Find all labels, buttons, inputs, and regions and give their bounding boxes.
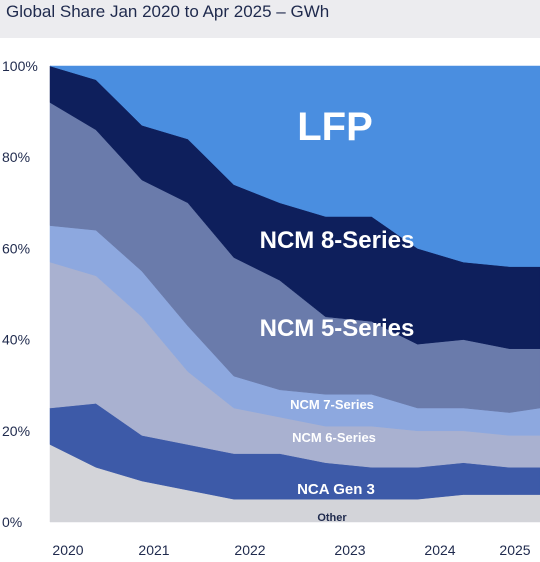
series-label-ncm-6-series: NCM 6-Series <box>292 430 376 445</box>
series-label-other: Other <box>317 512 347 524</box>
series-label-lfp: LFP <box>297 105 373 149</box>
series-label-ncm-8-series: NCM 8-Series <box>260 227 415 254</box>
y-tick-label: 100% <box>2 58 38 74</box>
y-tick-label: 0% <box>2 514 22 530</box>
x-tick-label: 2024 <box>424 542 455 558</box>
x-tick-label: 2020 <box>52 542 83 558</box>
chart-title: Global Share Jan 2020 to Apr 2025 – GWh <box>6 2 330 21</box>
y-tick-label: 20% <box>2 423 30 439</box>
y-tick-label: 60% <box>2 240 30 256</box>
y-tick-label: 80% <box>2 149 30 165</box>
area-lfp <box>49 65 540 267</box>
series-label-ncm-5-series: NCM 5-Series <box>260 315 415 342</box>
x-tick-label: 2021 <box>138 542 169 558</box>
x-tick-label: 2022 <box>234 542 265 558</box>
series-label-nca-gen-3: NCA Gen 3 <box>297 481 375 498</box>
x-tick-label: 2025 <box>499 542 530 558</box>
series-label-ncm-7-series: NCM 7-Series <box>290 397 374 412</box>
y-tick-label: 40% <box>2 332 30 348</box>
x-tick-label: 2023 <box>334 542 365 558</box>
title-bar: Global Share Jan 2020 to Apr 2025 – GWh <box>0 0 540 38</box>
